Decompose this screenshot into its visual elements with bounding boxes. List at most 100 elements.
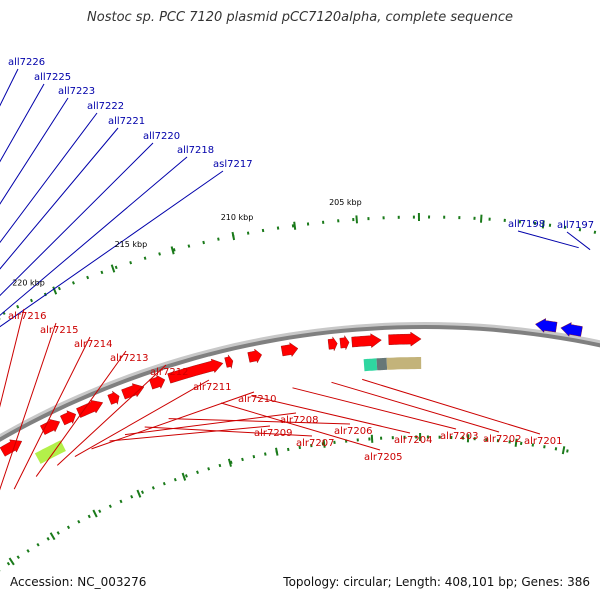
tick-major — [466, 434, 470, 443]
tick-dot — [26, 549, 30, 553]
tick-dot — [566, 449, 569, 453]
reverse-gene-label: all7223 — [58, 86, 95, 97]
tick-dot — [57, 286, 61, 291]
forward-gene-label: alr7211 — [193, 382, 231, 393]
forward-gene — [327, 336, 338, 352]
forward-gene-label: alr7208 — [280, 415, 318, 426]
tick-dot — [578, 228, 582, 232]
reverse-gene-label: all7222 — [87, 101, 124, 112]
forward-gene — [224, 354, 234, 369]
forward-gene — [388, 331, 422, 347]
tick-dot — [77, 519, 81, 524]
tick-major — [275, 447, 279, 456]
tick-dot — [16, 555, 20, 559]
leader-line — [0, 127, 119, 270]
tick-major — [293, 221, 297, 230]
leader-line — [0, 112, 98, 244]
tick-dot — [173, 477, 177, 482]
reverse-gene-label: all7198 — [508, 219, 545, 230]
tick-dot — [241, 457, 244, 462]
tick-dot — [108, 504, 112, 509]
leader-line — [0, 142, 154, 297]
kbp-label: 215 kbp — [115, 240, 148, 249]
tick-dot — [143, 256, 147, 260]
forward-gene-label: alr7215 — [40, 325, 78, 336]
forward-gene — [121, 383, 145, 400]
forward-gene-label: alr7216 — [8, 311, 46, 322]
tick-dot — [56, 531, 60, 535]
leader-line — [362, 378, 541, 435]
tick-dot — [16, 304, 20, 309]
gene-group — [0, 318, 583, 457]
forward-gene — [40, 418, 61, 435]
tick-major — [370, 434, 374, 443]
accession-text: Accession: NC_003276 — [10, 575, 147, 589]
tick-dot — [86, 275, 90, 280]
leader-line — [0, 83, 45, 163]
leader-line — [566, 231, 591, 251]
tick-dot — [151, 486, 155, 490]
tick-major — [52, 286, 58, 295]
tick-dot — [593, 230, 597, 234]
tick-major — [92, 509, 98, 518]
tick-dot — [261, 228, 265, 233]
leader-line — [35, 350, 127, 477]
leader-line — [220, 402, 381, 451]
leader-line — [91, 391, 255, 450]
tick-dot — [158, 252, 161, 256]
tick-major — [227, 458, 232, 467]
leader-line — [56, 364, 167, 466]
forward-gene-label: alr7206 — [334, 426, 372, 437]
leader-line — [0, 97, 69, 205]
leader-line-group — [0, 68, 591, 491]
reverse-gene-label: all7197 — [557, 220, 594, 231]
tick-major — [231, 231, 236, 241]
tick-dot — [554, 447, 558, 451]
forward-gene — [76, 399, 104, 418]
tick-dot — [140, 490, 145, 494]
tick-dot — [71, 281, 75, 285]
tick-dot — [29, 298, 34, 303]
tick-major — [355, 215, 358, 224]
tick-dot — [162, 481, 166, 486]
forward-gene — [0, 439, 23, 457]
leader-line — [250, 395, 411, 434]
tick-dot — [264, 452, 267, 456]
reverse-gene-label: all7220 — [143, 131, 180, 142]
tick-dot — [98, 509, 102, 514]
tick-major — [136, 489, 142, 498]
leader-line — [0, 156, 188, 316]
forward-gene-label: alr7205 — [364, 452, 402, 463]
tick-dot — [218, 463, 222, 468]
leader-line — [0, 170, 224, 328]
reverse-gene-label: all7226 — [8, 57, 45, 68]
label-group: all7226 all7225 all7223 all7222 all7221 all72… — [8, 57, 594, 463]
tick-major — [170, 246, 175, 255]
tick-dot — [87, 514, 91, 519]
kbp-label: 205 kbp — [329, 198, 362, 207]
repeat-region-box — [386, 357, 422, 370]
forward-gene — [149, 374, 166, 390]
forward-gene — [167, 358, 224, 384]
tick-major — [8, 557, 15, 566]
leader-line — [331, 381, 500, 433]
forward-gene — [351, 333, 382, 348]
forward-gene-label: alr7203 — [440, 431, 478, 442]
reverse-gene — [560, 322, 583, 337]
forward-gene-label: alr7209 — [254, 428, 292, 439]
tick-dot — [66, 525, 71, 530]
tick-dot — [46, 537, 50, 541]
leader-line — [74, 379, 210, 458]
leader-line — [517, 230, 579, 249]
repeat-region-box — [363, 358, 378, 372]
forward-gene — [247, 348, 262, 364]
leader-line — [0, 308, 25, 408]
kbp-label: 210 kbp — [221, 213, 254, 222]
forward-gene-label: alr7207 — [296, 438, 334, 449]
tick-dot — [36, 542, 40, 547]
tick-dot — [129, 260, 133, 265]
kbp-label: 220 kbp — [12, 278, 45, 287]
